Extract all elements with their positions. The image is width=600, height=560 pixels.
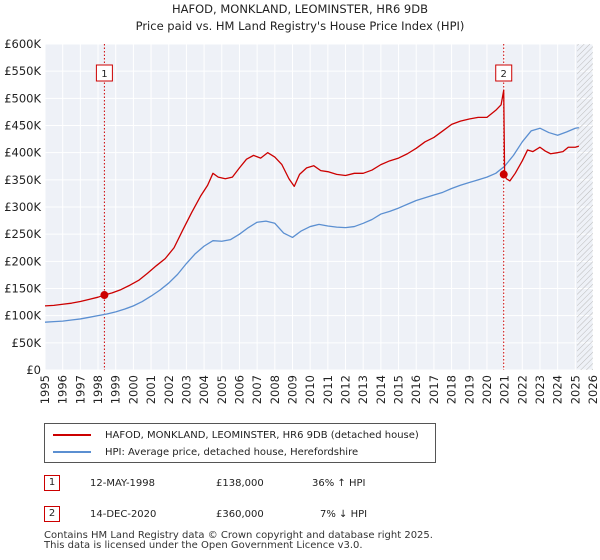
y-tick-label: £350K: [4, 173, 41, 187]
footer: Contains HM Land Registry data © Crown c…: [44, 531, 433, 551]
annotation-label: 1: [101, 69, 107, 80]
transaction-price: £360,000: [216, 509, 264, 520]
annotation-label: 2: [501, 69, 507, 80]
x-tick-label: 2023: [533, 375, 547, 404]
x-tick-label: 2019: [462, 375, 476, 404]
x-tick-label: 2017: [427, 375, 441, 404]
legend-swatch-property: [53, 434, 91, 436]
x-tick-label: 2006: [232, 375, 246, 404]
y-tick-label: £600K: [4, 37, 41, 51]
legend-label-hpi: HPI: Average price, detached house, Here…: [105, 446, 359, 458]
sale-point: [100, 291, 109, 300]
series-line: [44, 127, 579, 323]
x-tick-label: 2022: [515, 375, 529, 404]
x-tick-label: 2012: [339, 375, 353, 404]
y-tick-label: £250K: [4, 227, 41, 241]
y-tick-label: £300K: [4, 200, 41, 214]
sale-point: [499, 170, 508, 179]
y-tick-label: £550K: [4, 64, 41, 78]
annotation-box: [495, 64, 513, 82]
transaction-price: £138,000: [216, 478, 264, 489]
y-tick-label: £0: [26, 363, 41, 377]
x-tick-label: 1998: [91, 375, 105, 404]
transaction-date: 12-MAY-1998: [90, 478, 156, 489]
y-tick-label: £450K: [4, 119, 41, 133]
x-tick-label: 2002: [162, 375, 176, 404]
legend-label-property: HAFOD, MONKLAND, LEOMINSTER, HR6 9DB (de…: [105, 429, 419, 441]
footer-copyright: Contains HM Land Registry data © Crown c…: [44, 530, 433, 541]
y-axis-ticks: £0 £50K £100K £150K £200K £250K £300K £350K £400…: [4, 37, 41, 377]
transaction-row: 2 14-DEC-2020 £360,000 7% ↓ HPI: [44, 506, 584, 524]
x-tick-label: 2009: [286, 375, 300, 404]
x-tick-label: 2018: [445, 375, 459, 404]
y-tick-label: £200K: [4, 254, 41, 268]
series-line: [44, 89, 580, 307]
sale-points: [100, 170, 508, 300]
x-tick-label: 2013: [356, 375, 370, 404]
x-axis-ticks: 1995 1996 1997 1998 1999 2000 2001 2002 2003 2004…: [38, 375, 600, 404]
y-tick-label: £50K: [12, 336, 42, 350]
x-tick-label: 2011: [321, 375, 335, 404]
x-tick-label: 2005: [215, 375, 229, 404]
transaction-number: 2: [44, 506, 60, 522]
transaction-hpi: 7% ↓ HPI: [320, 509, 368, 520]
x-tick-label: 2007: [250, 375, 264, 404]
x-tick-label: 1995: [38, 375, 52, 404]
footer-licence: This data is licensed under the Open Gov…: [44, 540, 363, 551]
price-chart: HAFOD, MONKLAND, LEOMINSTER, HR6 9DB Pri…: [4, 2, 600, 404]
legend: HAFOD, MONKLAND, LEOMINSTER, HR6 9DB (de…: [44, 423, 436, 463]
x-tick-label: 2014: [374, 375, 388, 404]
x-tick-label: 2004: [197, 375, 211, 404]
legend-swatch-hpi: [53, 451, 91, 453]
annotation-box: [95, 64, 113, 82]
y-tick-label: £500K: [4, 91, 41, 105]
chart-title: HAFOD, MONKLAND, LEOMINSTER, HR6 9DB: [172, 2, 428, 16]
transaction-number: 1: [44, 475, 60, 491]
x-tick-label: 1997: [73, 375, 87, 404]
chart-subtitle: Price paid vs. HM Land Registry's House …: [136, 19, 465, 33]
y-tick-label: £100K: [4, 309, 41, 323]
x-tick-label: 2024: [551, 375, 565, 404]
x-tick-label: 2003: [179, 375, 193, 404]
legend-entry-hpi: HPI: Average price, detached house, Here…: [53, 444, 358, 460]
x-tick-label: 2010: [303, 375, 317, 404]
x-tick-label: 1996: [56, 375, 70, 404]
x-tick-label: 2016: [409, 375, 423, 404]
x-tick-label: 2020: [480, 375, 494, 404]
y-tick-label: £150K: [4, 282, 41, 296]
x-tick-label: 2001: [144, 375, 158, 404]
transaction-hpi: 36% ↑ HPI: [312, 478, 366, 489]
legend-entry-property: HAFOD, MONKLAND, LEOMINSTER, HR6 9DB (de…: [53, 427, 419, 443]
x-tick-label: 1999: [109, 375, 123, 404]
transaction-row: 1 12-MAY-1998 £138,000 36% ↑ HPI: [44, 475, 584, 493]
x-tick-label: 2008: [268, 375, 282, 404]
forecast-hatch: [577, 44, 593, 370]
x-tick-label: 2026: [586, 375, 600, 404]
x-tick-label: 2015: [392, 375, 406, 404]
x-tick-label: 2025: [568, 375, 582, 404]
series-lines: [44, 89, 580, 323]
x-tick-label: 2021: [498, 375, 512, 404]
transaction-date: 14-DEC-2020: [90, 509, 157, 520]
x-tick-label: 2000: [126, 375, 140, 404]
y-tick-label: £400K: [4, 146, 41, 160]
